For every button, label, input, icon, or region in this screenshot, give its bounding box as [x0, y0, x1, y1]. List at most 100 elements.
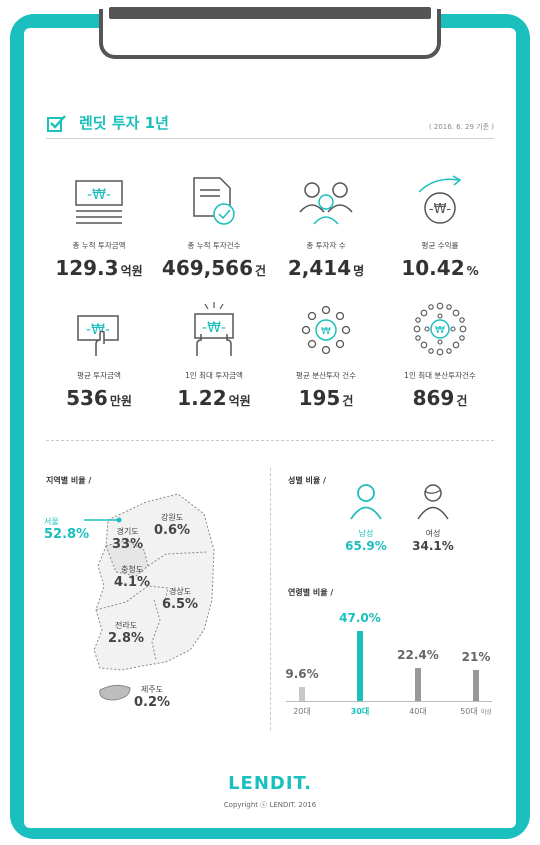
stat-label: 총 누적 투자금액	[72, 241, 126, 250]
stat-unit: 억원	[120, 264, 143, 278]
age-bar-label-suffix: 이상	[480, 709, 492, 716]
region-value: 2.8%	[108, 631, 145, 646]
region-gangwon: 강원도 0.6%	[154, 512, 190, 538]
stat-label: 총 투자자 수	[306, 241, 346, 250]
age-bar	[415, 668, 421, 701]
region-value: 0.6%	[154, 523, 191, 538]
coin-dense-dots-icon: ₩	[413, 302, 467, 356]
stat-max-diversify: ₩ 1인 최대 분산투자건수 869 건	[380, 298, 500, 410]
date-note: ( 2016. 6. 29 기준 )	[428, 123, 494, 131]
region-value: 6.5%	[162, 597, 199, 612]
growth-coin-icon: -₩-	[418, 175, 462, 224]
stat-value: 869	[412, 386, 455, 410]
region-name: 전라도	[114, 621, 138, 630]
gender-male: 남성 65.9%	[331, 482, 401, 553]
age-bar-label: 30대	[350, 707, 370, 716]
people-icon	[299, 182, 353, 225]
stat-label: 평균 수익률	[421, 241, 459, 250]
gender-female: 여성 34.1%	[398, 482, 468, 553]
stat-unit: 건	[255, 264, 267, 278]
region-value: 33%	[112, 537, 144, 552]
stat-avg-diversify: ₩ 평균 분산투자 건수 195 건	[266, 298, 386, 410]
hands-money-icon: -₩-	[194, 302, 234, 356]
svg-text:₩: ₩	[435, 325, 445, 336]
age-axis-line	[286, 701, 492, 702]
svg-text:-₩-: -₩-	[86, 322, 110, 338]
gender-value: 34.1%	[412, 539, 454, 553]
stat-label: 1인 최대 투자금액	[185, 371, 243, 380]
svg-text:-₩-: -₩-	[202, 320, 226, 336]
stat-value: 2,414	[287, 256, 352, 280]
stat-unit: 억원	[228, 394, 251, 408]
gender-label: 남성	[358, 529, 374, 538]
stat-investors: 총 투자자 수 2,414 명	[266, 168, 386, 280]
svg-text:₩: ₩	[321, 326, 331, 337]
title-text: 렌딧 투자 1년	[79, 114, 169, 132]
gender-label: 여성	[425, 529, 441, 538]
stat-label: 총 누적 투자건수	[187, 241, 241, 250]
region-value: 4.1%	[114, 575, 151, 590]
stat-value: 129.3	[55, 256, 119, 280]
clipboard-clip-bar	[109, 7, 431, 19]
stat-total-count: 총 누적 투자건수 469,566 건	[154, 168, 274, 280]
age-bar-value: 47.0%	[339, 611, 381, 625]
region-name: 경기도	[116, 527, 139, 536]
stat-total-amount: -₩- 총 누적 투자금액 129.3 억원	[39, 168, 159, 280]
money-document-icon: -₩-	[75, 180, 123, 224]
section-divider	[46, 440, 494, 441]
stat-unit: 건	[456, 394, 468, 408]
age-bar-label: 20대	[293, 707, 311, 716]
svg-text:-₩-: -₩-	[87, 187, 111, 203]
age-bar	[357, 631, 363, 701]
region-jeju: 제주도 0.2%	[134, 684, 170, 710]
stat-value: 10.42	[401, 256, 465, 280]
stat-label: 평균 분산투자 건수	[296, 371, 356, 380]
age-bar	[473, 670, 479, 701]
page-title: 렌딧 투자 1년	[47, 112, 169, 133]
age-bar	[299, 687, 305, 701]
title-divider	[46, 138, 494, 139]
svg-text:-₩-: -₩-	[429, 202, 452, 217]
region-jeolla: 전라도 2.8%	[108, 620, 144, 646]
region-value: 0.2%	[134, 695, 171, 710]
document-check-icon	[193, 177, 235, 225]
lendit-logo: LENDIT.	[228, 773, 312, 794]
copyright-text: Copyright ⓒ LENDIT. 2016	[223, 801, 317, 809]
region-name: 강원도	[160, 513, 184, 522]
stat-avg-amount: -₩- 평균 투자금액 536 만원	[39, 298, 159, 410]
stat-label: 1인 최대 분산투자건수	[404, 371, 476, 380]
stat-value: 469,566	[161, 256, 254, 280]
stat-max-amount: -₩- 1인 최대 투자금액 1.22 억원	[154, 298, 274, 410]
age-section-title: 연령별 비율 /	[288, 588, 334, 597]
coin-dots-icon: ₩	[301, 305, 351, 355]
stat-value: 536	[66, 386, 108, 410]
region-gyeonggi: 경기도 33%	[112, 526, 143, 552]
region-section-title: 지역별 비율 /	[46, 476, 92, 485]
region-gyeongsang: 경상도 6.5%	[162, 586, 198, 612]
age-bar-value: 9.6%	[285, 667, 319, 681]
stat-value: 1.22	[177, 386, 227, 410]
stat-unit: 건	[342, 394, 354, 408]
stat-value: 195	[298, 386, 341, 410]
age-bar-label: 40대	[409, 707, 427, 716]
seoul-pointer-line	[84, 517, 122, 523]
male-person-icon	[350, 484, 382, 520]
region-name: 서울	[44, 517, 59, 526]
stat-avg-return: -₩- 평균 수익률 10.42%	[380, 168, 500, 280]
section-vertical-divider	[270, 468, 271, 730]
region-value: 52.8%	[44, 527, 90, 542]
hand-money-icon: -₩-	[77, 315, 119, 356]
region-name: 충청도	[120, 565, 144, 574]
age-bar-value: 22.4%	[397, 648, 439, 662]
stat-unit: %	[466, 264, 479, 278]
region-name: 제주도	[140, 685, 164, 694]
gender-section-title: 성별 비율 /	[288, 476, 326, 485]
stat-label: 평균 투자금액	[77, 371, 121, 380]
gender-value: 65.9%	[345, 539, 387, 553]
korea-map	[93, 493, 215, 701]
region-name: 경상도	[168, 587, 192, 596]
age-bar-value: 21%	[461, 650, 491, 664]
stat-unit: 명	[353, 264, 365, 278]
checkbox-icon	[47, 114, 66, 132]
region-seoul: 서울 52.8%	[44, 516, 89, 542]
